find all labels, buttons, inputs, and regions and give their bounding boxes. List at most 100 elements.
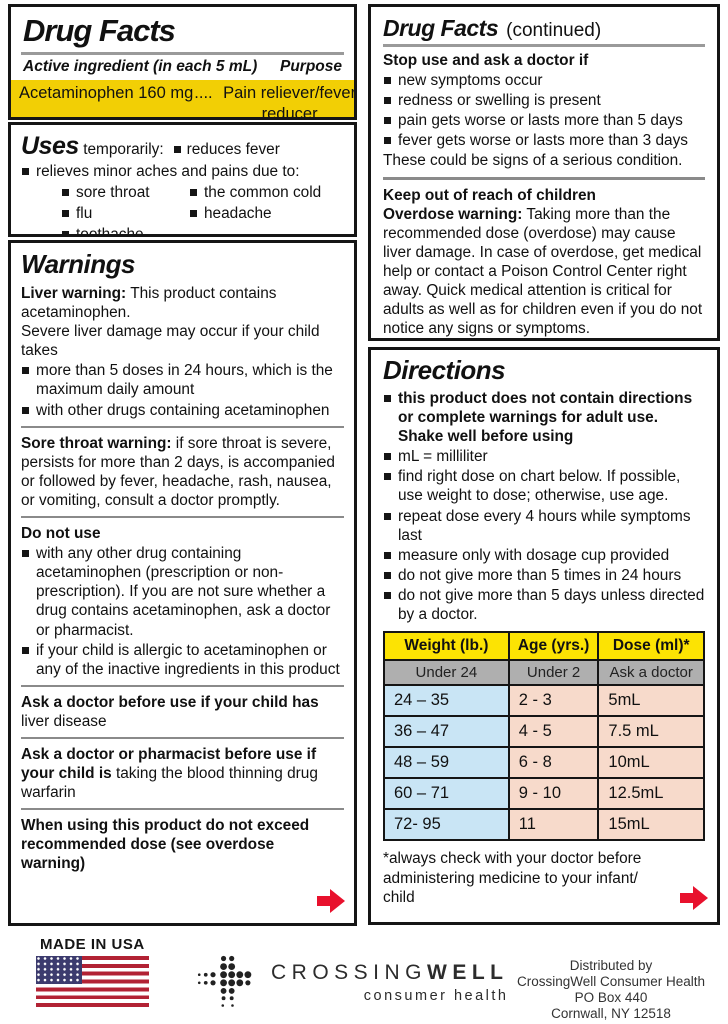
bullet-icon (384, 97, 391, 105)
table-cell: 12.5mL (597, 777, 705, 811)
uses-bullet: relieves minor aches and pains due to: (21, 162, 344, 181)
uses-column-1: sore throat flu toothache (61, 182, 189, 234)
bullet-icon (22, 550, 29, 558)
table-cell: 15mL (597, 808, 705, 842)
distributor-line: Distributed by (569, 958, 653, 973)
list-item: find right dose on chart below. If possi… (383, 467, 705, 505)
do-not-use-heading: Do not use (21, 525, 101, 543)
table-cell: 5mL (597, 684, 705, 718)
list-item: the common cold (189, 183, 321, 202)
bullet-icon (62, 189, 69, 197)
distributor-info: Distributed by CrossingWell Consumer Hea… (486, 958, 728, 1022)
keep-out-heading: Keep out of reach of children (383, 186, 596, 204)
bullet-icon (190, 210, 197, 218)
dosage-table: Weight (lb.) Age (yrs.) Dose (ml)* Under… (383, 631, 705, 842)
table-cell: 48 – 59 (383, 746, 510, 780)
continue-arrow-icon (680, 886, 709, 910)
dotted-cross-icon (197, 955, 252, 1007)
uses-inline-bullet: reduces fever (186, 141, 280, 158)
uses-panel: Uses temporarily: reduces fever relieves … (8, 122, 357, 237)
table-cell: Under 24 (383, 659, 510, 687)
table-header-row: Weight (lb.) Age (yrs.) Dose (ml)* (383, 631, 705, 662)
table-cell: 10mL (597, 746, 705, 780)
distributor-line: PO Box 440 (574, 989, 648, 1005)
list-item: do not give more than 5 days unless dire… (383, 586, 705, 624)
overdose-warning-text: Overdose warning: Taking more than the r… (383, 205, 703, 338)
bullet-icon (384, 137, 391, 145)
drug-facts-continued-panel: Drug Facts (continued) Stop use and ask … (368, 4, 720, 341)
table-cell: 2 - 3 (507, 684, 600, 718)
table-row: 60 – 71 9 - 10 12.5mL (383, 777, 705, 811)
table-cell: 7.5 mL (597, 715, 705, 749)
logo-text: CROSSINGWELL consumer health (271, 961, 509, 1004)
stop-use-section: Stop use and ask a doctor if new symptom… (383, 51, 705, 171)
page-title: Drug Facts (23, 13, 176, 48)
list-item: with any other drug containing acetamino… (21, 544, 344, 639)
table-cell: 24 – 35 (383, 684, 510, 718)
divider (21, 808, 344, 811)
ask-pharmacist-section: Ask a doctor or pharmacist before use if… (21, 745, 344, 802)
table-cell: Under 2 (507, 659, 600, 687)
leader-dots: .... (194, 84, 213, 102)
arrow-head (693, 886, 708, 910)
list-item: with other drugs containing acetaminophe… (21, 401, 344, 420)
uses-lead: temporarily: (83, 141, 164, 158)
active-ingredient-header: Active ingredient (in each 5 mL) Purpose (23, 58, 342, 76)
usa-flag-icon (36, 956, 149, 1007)
list-item: sore throat (61, 183, 189, 202)
list-item: headache (189, 204, 321, 223)
list-item: fever gets worse or lasts more than 3 da… (383, 131, 705, 150)
continue-arrow-icon (317, 889, 346, 913)
bullet-icon (173, 146, 181, 153)
bullet-icon (22, 646, 29, 654)
table-cell: Ask a doctor (597, 659, 705, 687)
list-item: more than 5 doses in 24 hours, which is … (21, 361, 344, 399)
liver-warning-section: Liver warning: This product contains ace… (21, 284, 344, 420)
uses-lead-line: Uses temporarily: reduces fever (21, 132, 344, 161)
list-item: do not give more than 5 times in 24 hour… (383, 566, 705, 585)
directions-panel: Directions this product does not contain… (368, 347, 720, 925)
table-cell: 4 - 5 (507, 715, 600, 749)
flag-canton (36, 956, 82, 984)
bullet-icon (384, 591, 391, 599)
overdose-section: Keep out of reach of children Overdose w… (383, 186, 705, 338)
table-footnote: *always check with your doctor before ad… (383, 850, 642, 906)
do-not-use-section: Do not use with any other drug containin… (21, 524, 344, 679)
ingredient-name: Acetaminophen 160 mg (19, 84, 194, 102)
ingredient-purpose: Pain reliever/fever reducer (223, 84, 357, 120)
bullet-icon (62, 210, 69, 218)
list-item: measure only with dosage cup provided (383, 546, 705, 565)
table-cell: 11 (507, 808, 600, 842)
bullet-icon (190, 189, 197, 197)
table-row: 72- 95 11 15mL (383, 808, 705, 842)
table-subheader-row: Under 24 Under 2 Ask a doctor (383, 659, 705, 687)
arrow-stem (317, 896, 331, 906)
distributor-line: Cornwall, NY 12518 (551, 1005, 671, 1021)
made-in-usa-label: MADE IN USA (40, 936, 145, 953)
divider (21, 684, 344, 687)
liver-warning-text: Liver warning: This product contains ace… (21, 285, 277, 322)
bullet-icon (384, 117, 391, 125)
stop-use-heading: Stop use and ask a doctor if (383, 52, 589, 69)
directions-heading: Directions (383, 355, 506, 385)
bullet-icon (384, 551, 391, 559)
bullet-icon (384, 77, 391, 85)
table-cell: 36 – 47 (383, 715, 510, 749)
uses-heading: Uses (21, 132, 79, 160)
warnings-heading: Warnings (21, 249, 135, 279)
column-header: Age (yrs.) (507, 631, 600, 662)
list-item: new symptoms occur (383, 71, 705, 90)
bullet-icon (62, 231, 69, 234)
liver-warning-line2: Severe liver damage may occur if your ch… (21, 323, 320, 360)
list-item: flu (61, 204, 189, 223)
sore-throat-warning-section: Sore throat warning: if sore throat is s… (21, 434, 344, 510)
column-header: Dose (ml)* (597, 631, 705, 662)
bullet-icon (384, 571, 391, 579)
list-item: repeat dose every 4 hours while symptoms… (383, 507, 705, 545)
arrow-head (330, 889, 345, 913)
divider (21, 52, 344, 55)
sore-throat-warning-text: Sore throat warning: if sore throat is s… (21, 434, 335, 509)
table-row: 36 – 47 4 - 5 7.5 mL (383, 715, 705, 749)
list-item: pain gets worse or lasts more than 5 day… (383, 111, 705, 130)
table-cell: 9 - 10 (507, 777, 600, 811)
